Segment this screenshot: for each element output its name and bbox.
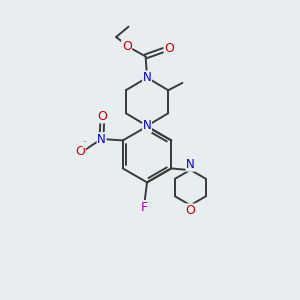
Text: N: N [143,119,152,132]
Text: O: O [164,42,174,55]
Text: O: O [185,204,195,217]
Text: O: O [75,146,85,158]
Text: N: N [143,71,152,84]
Text: O: O [97,110,107,123]
Text: O: O [122,40,132,52]
Text: N: N [97,133,106,146]
Text: N: N [186,158,195,171]
Text: ⁻: ⁻ [83,139,87,148]
Text: F: F [141,201,148,214]
